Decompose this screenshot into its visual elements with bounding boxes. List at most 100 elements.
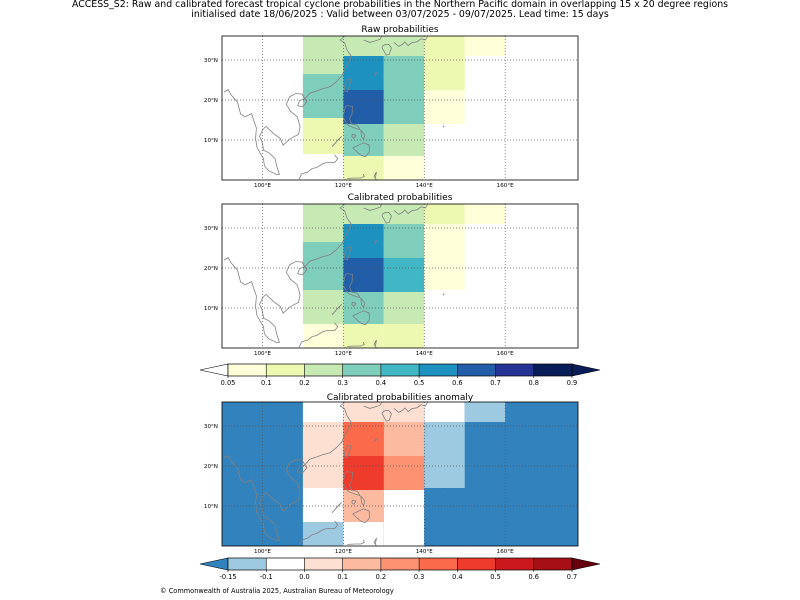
- anomaly-colorbar-tick-label: 0.5: [490, 573, 501, 581]
- region-cell-15: [424, 402, 465, 422]
- anomaly-colorbar-bin: [495, 558, 534, 570]
- region-cell-14: [424, 90, 465, 124]
- x-tick-label: 160°E: [497, 351, 514, 357]
- anomaly-colorbar-tick-label: 0.2: [376, 573, 387, 581]
- probability-colorbar-tick-label: 0.6: [452, 379, 463, 387]
- region-cell-18: [464, 402, 506, 422]
- region-cell-12: [383, 456, 425, 490]
- figure-title-line1: ACCESS_S2: Raw and calibrated forecast t…: [71, 0, 729, 10]
- region-cell-1: [302, 402, 344, 422]
- coastlines: [223, 204, 445, 348]
- probability-colorbar-tick-label: 0.05: [221, 379, 236, 387]
- probability-colorbar-tick-label: 0.3: [337, 379, 348, 387]
- coastline-7: [352, 310, 370, 326]
- region-cell-16: [424, 224, 465, 290]
- region-cell-11: [383, 422, 425, 456]
- anomaly-colorbar-under-arrow: [199, 557, 229, 571]
- region-cell-13: [424, 36, 465, 90]
- x-tick-label: 100°E: [254, 183, 271, 189]
- x-tick-label: 160°E: [497, 549, 514, 555]
- coastline-12: [363, 36, 383, 43]
- probability-colorbar-tick-label: 0.9: [567, 379, 578, 387]
- probability-colorbar-bin: [342, 364, 381, 376]
- y-tick-label: 20°N: [204, 464, 218, 470]
- y-tick-label: 10°N: [204, 306, 218, 312]
- region-cell-10: [383, 402, 425, 422]
- coastline-15: [374, 72, 379, 76]
- map-panel-3: Calibrated probabilities anomaly 100°E 120…: [204, 393, 579, 555]
- probability-colorbar-bin: [266, 364, 305, 376]
- coastline-14: [393, 204, 428, 215]
- region-cell-11: [383, 124, 425, 156]
- map-frame: [221, 401, 579, 547]
- y-tick-label: 20°N: [204, 266, 218, 272]
- coastline-10: [373, 537, 377, 546]
- probability-colorbar-bin: [457, 364, 496, 376]
- copyright-notice: © Commonwealth of Australia 2025, Austra…: [160, 587, 394, 595]
- region-cell-16: [424, 422, 465, 488]
- region-cell-8: [343, 156, 384, 180]
- coastline-8: [331, 136, 342, 148]
- anomaly-colorbar-tick-label: 0.0: [299, 573, 310, 581]
- anomaly-colorbar-outline: [227, 557, 573, 571]
- anomaly-colorbar-bin: [419, 558, 458, 570]
- coastline-14: [393, 402, 428, 413]
- region-cell-1: [302, 204, 344, 242]
- anomaly-colorbar-over-arrow: [571, 557, 601, 571]
- coastline-15: [374, 240, 379, 244]
- region-cell-15: [464, 36, 506, 56]
- coastline-4: [342, 273, 361, 299]
- x-tick-label: 120°E: [335, 351, 352, 357]
- probability-colorbar-bin: [495, 364, 534, 376]
- anomaly-colorbar-tick-label: 0.7: [567, 573, 578, 581]
- panel-title: Raw probabilities: [361, 25, 439, 35]
- coastline-13: [381, 43, 392, 56]
- coastline-6: [351, 133, 357, 139]
- map-frame: [221, 203, 579, 349]
- probability-colorbar-tick-label: 0.1: [261, 379, 272, 387]
- y-tick-label: 20°N: [204, 98, 218, 104]
- coastline-2: [297, 464, 308, 473]
- anomaly-colorbar-tick-label: 0.3: [414, 573, 425, 581]
- y-tick-label: 10°N: [204, 138, 218, 144]
- probability-colorbar-bin: [533, 364, 572, 376]
- anomaly-colorbar-bin: [228, 558, 267, 570]
- coastline-11: [347, 173, 365, 179]
- region-cell-3: [302, 488, 344, 522]
- coastline-3: [343, 246, 352, 261]
- coastline-3: [343, 78, 352, 93]
- probability-colorbar-tick-label: 0.7: [490, 379, 501, 387]
- region-cell-3: [302, 118, 344, 154]
- probability-colorbar: 0.05 0.1 0.2 0.3 0.4 0.5 0.6 0.7 0.8 0.9: [199, 363, 601, 387]
- region-cell-11: [383, 224, 425, 258]
- probability-colorbar-under-arrow: [199, 363, 229, 377]
- coastline-3: [343, 444, 352, 459]
- anomaly-colorbar-bin: [342, 558, 381, 570]
- anomaly-colorbar-tick-label: 0.6: [529, 573, 540, 581]
- x-tick-label: 120°E: [335, 183, 352, 189]
- coastline-8: [331, 502, 342, 514]
- y-tick-label: 10°N: [204, 504, 218, 510]
- anomaly-colorbar-tick-label: 0.4: [452, 573, 463, 581]
- coastline-14: [393, 36, 428, 47]
- coastline-1: [223, 36, 352, 175]
- panel-title: Calibrated probabilities: [348, 193, 453, 203]
- y-tick-label: 30°N: [204, 226, 218, 232]
- coastline-15: [374, 438, 379, 442]
- coastline-9: [298, 154, 339, 180]
- region-cell-13: [383, 292, 425, 324]
- figure-title-line2: initialised date 18/06/2025 : Valid betw…: [191, 9, 609, 20]
- probability-colorbar-over-arrow: [571, 363, 601, 377]
- probability-colorbar-tick-label: 0.8: [529, 379, 540, 387]
- x-tick-label: 120°E: [335, 549, 352, 555]
- anomaly-colorbar-bin: [380, 558, 420, 570]
- coastline-2: [297, 98, 308, 107]
- probability-colorbar-bin: [228, 364, 267, 376]
- coastline-6: [351, 301, 357, 307]
- coastline-11: [347, 341, 365, 347]
- coastline-10: [373, 171, 377, 180]
- region-cell-17: [424, 488, 465, 546]
- anomaly-colorbar-tick-label: 0.1: [337, 573, 348, 581]
- coastlines: [223, 402, 445, 546]
- coastline-5: [360, 129, 366, 141]
